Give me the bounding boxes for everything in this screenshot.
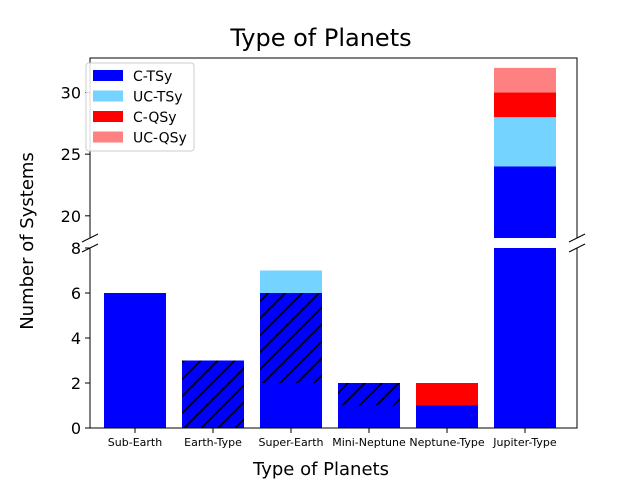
- bar-C-TSy-Neptune-Type: [416, 405, 478, 428]
- bar-C-TSy-Jupiter-Type: [494, 248, 556, 428]
- axis-break-mark: [81, 233, 99, 243]
- bar-C-QSy-Jupiter-Type-upper: [494, 92, 556, 118]
- y-tick-label-upper: 30: [61, 84, 81, 103]
- legend-label-UC-QSy: UC-QSy: [133, 131, 187, 147]
- y-axis-label: Number of Systems: [17, 152, 38, 330]
- x-tick-label: Jupiter-Type: [492, 436, 557, 449]
- legend-box: [85, 62, 195, 152]
- x-tick-label: Mini-Neptune: [332, 436, 406, 449]
- bar-UC-QSy-Jupiter-Type-upper: [494, 67, 556, 93]
- x-tick-label: Super-Earth: [259, 436, 324, 449]
- axis-break-mark: [568, 243, 586, 253]
- x-axis-label: Type of Planets: [252, 459, 389, 480]
- legend-swatch-C-TSy: [93, 70, 123, 81]
- hatch-Earth-Type: [182, 360, 244, 428]
- y-tick-label-lower: 6: [71, 284, 81, 303]
- x-tick-label: Earth-Type: [184, 436, 242, 449]
- chart-title: Type of Planets: [229, 24, 411, 52]
- bar-C-QSy-Neptune-Type: [416, 383, 478, 406]
- y-tick-label-lower: 8: [71, 239, 81, 258]
- y-tick-label-upper: 20: [61, 207, 81, 226]
- y-tick-label-lower: 2: [71, 374, 81, 393]
- legend-swatch-C-QSy: [93, 111, 123, 122]
- legend-label-C-QSy: C-QSy: [133, 110, 177, 126]
- legend-label-C-TSy: C-TSy: [133, 69, 172, 85]
- bar-UC-TSy-Super-Earth: [260, 270, 322, 293]
- legend: C-TSy UC-TSy C-QSy UC-QSy: [85, 62, 195, 152]
- lower-panel: 0 2 4 6 8: [71, 239, 586, 438]
- bar-C-TSy-Jupiter-Type-upper: [494, 166, 556, 238]
- upper-panel: 20 25 30: [61, 57, 586, 243]
- x-tick-label: Sub-Earth: [108, 436, 162, 449]
- y-tick-label-upper: 25: [61, 145, 81, 164]
- x-tick-labels: Sub-Earth Earth-Type Super-Earth Mini-Neptu…: [108, 428, 557, 449]
- legend-swatch-UC-QSy: [93, 131, 123, 143]
- hatch-Mini-Neptune: [338, 383, 400, 406]
- bar-UC-TSy-Jupiter-Type-upper: [494, 117, 556, 167]
- axis-break-mark: [568, 233, 586, 243]
- x-tick-label: Neptune-Type: [409, 436, 484, 449]
- legend-swatch-UC-TSy: [93, 90, 123, 102]
- bar-C-TSy-Sub-Earth: [104, 293, 166, 428]
- hatch-Super-Earth: [260, 293, 322, 383]
- y-tick-label-lower: 0: [71, 419, 81, 438]
- y-tick-label-lower: 4: [71, 329, 81, 348]
- legend-label-UC-TSy: UC-TSy: [133, 90, 183, 106]
